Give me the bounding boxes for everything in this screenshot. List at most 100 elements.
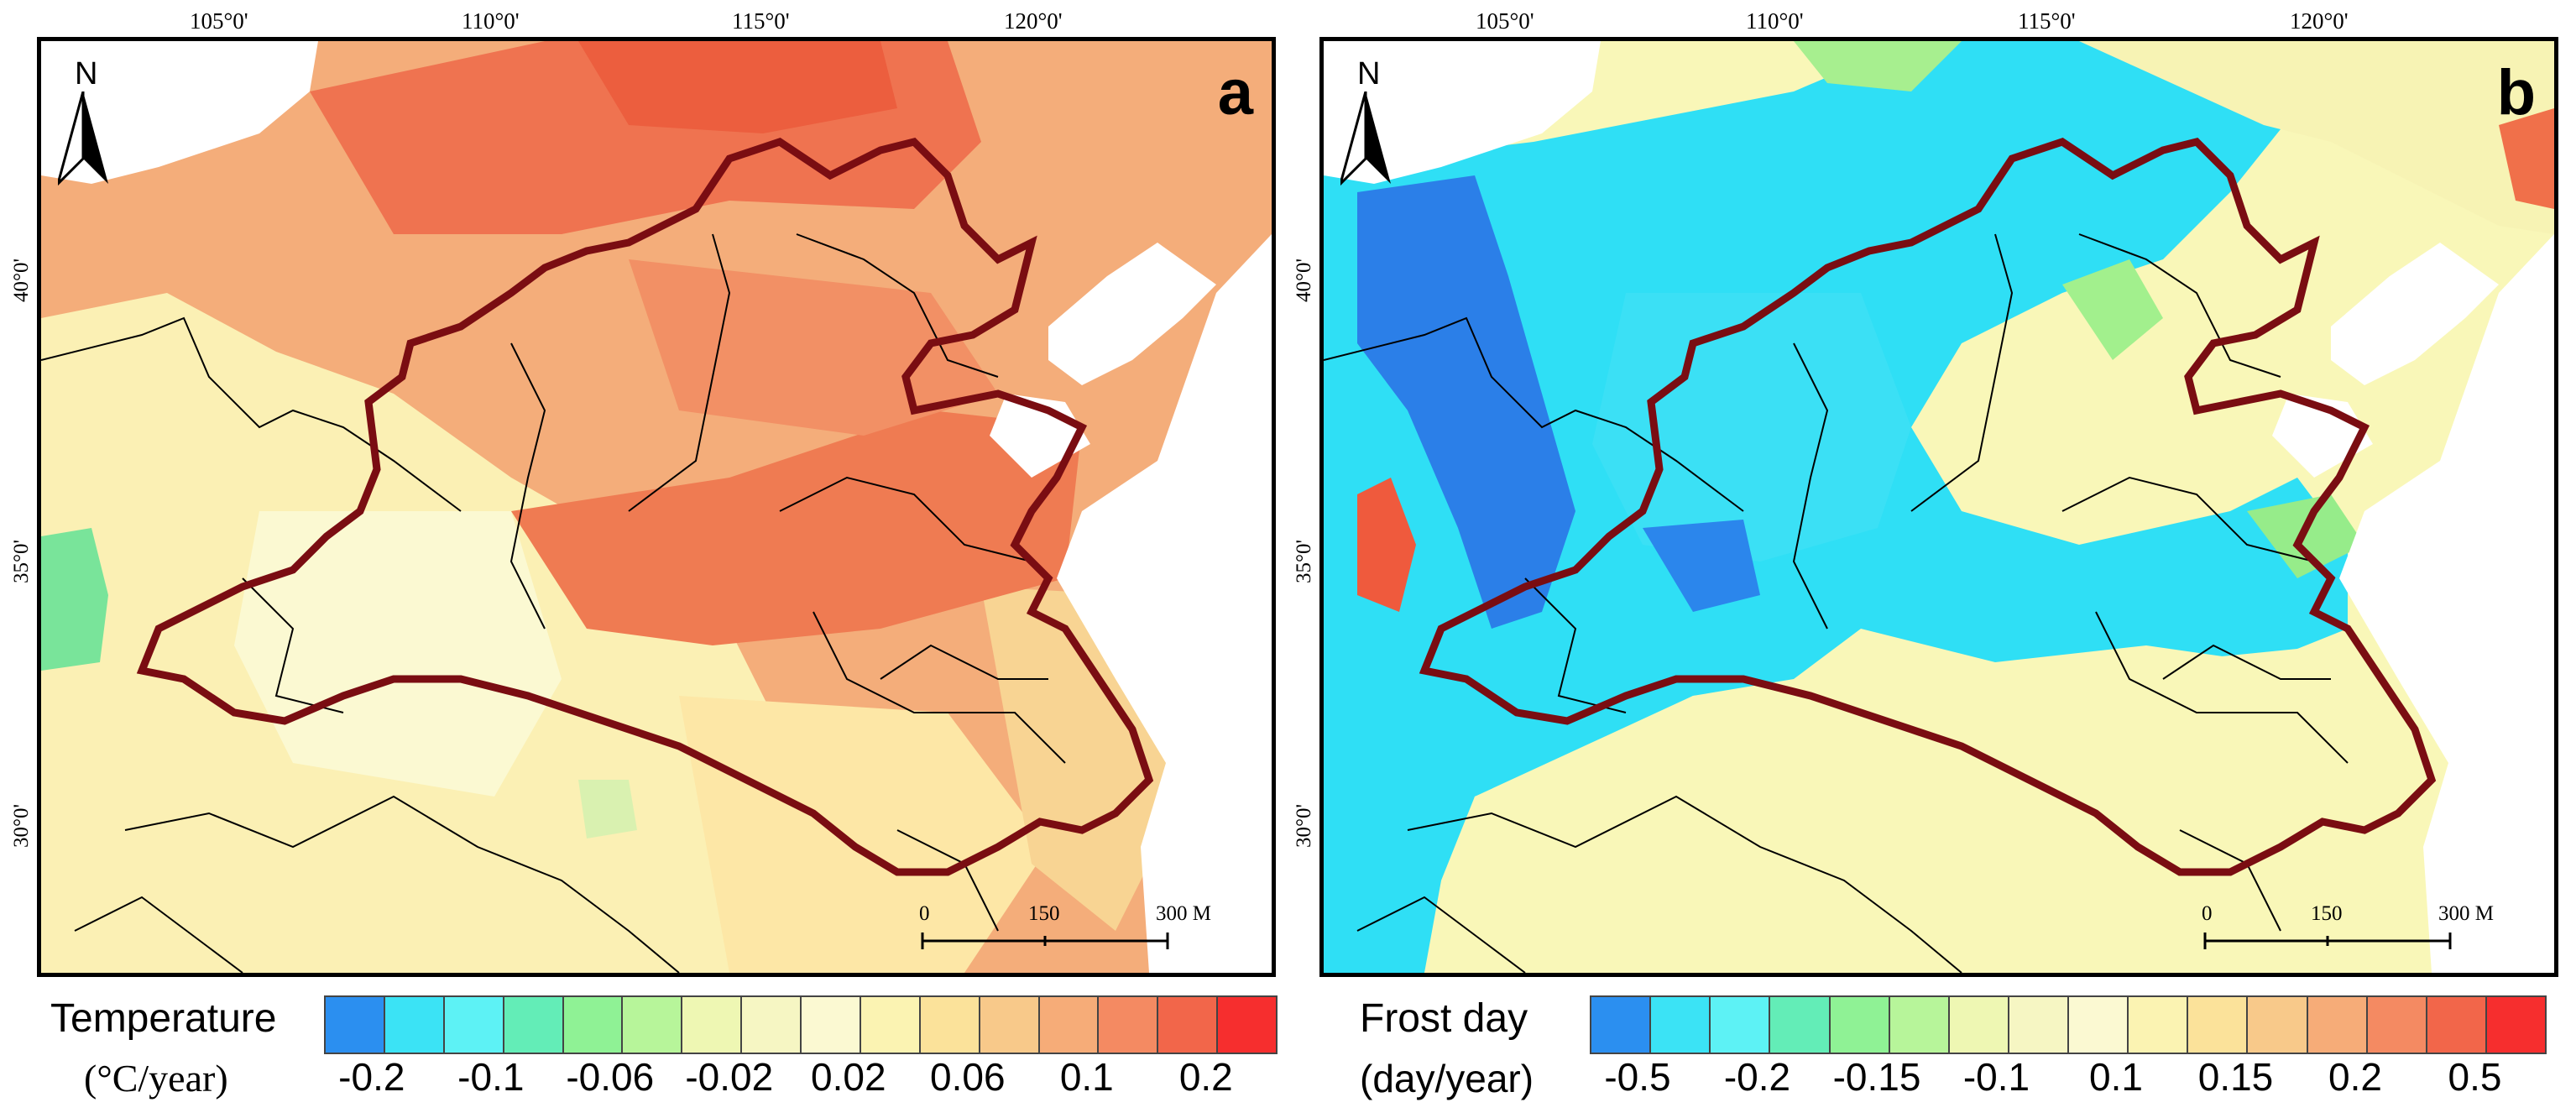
lat-label: 30°0' — [10, 803, 33, 848]
scale-bar: 0 150 300 M — [2202, 902, 2521, 961]
zone-hottest — [578, 41, 897, 133]
legend-swatch — [326, 997, 385, 1053]
lon-label: 115°0' — [2018, 8, 2076, 34]
legend-swatch — [1099, 997, 1159, 1053]
zone-green-north — [1794, 41, 1962, 91]
legend-color-bar — [324, 995, 1278, 1054]
legend-swatch — [2427, 997, 2487, 1053]
legend-swatch — [802, 997, 861, 1053]
legend-swatch — [2248, 997, 2308, 1053]
legend-swatch — [1889, 997, 1950, 1053]
legend-swatch — [1218, 997, 1276, 1053]
map-canvas-a — [41, 41, 1272, 973]
legend-tick-label: -0.5 — [1604, 1055, 1671, 1099]
panel-letter: a — [1217, 57, 1253, 128]
zone-neutral-south — [1424, 645, 2448, 973]
map-panel-temperature[interactable]: N a 0 150 300 M — [37, 37, 1276, 977]
zone-increase-west — [1357, 478, 1416, 612]
zone-strong-decrease — [1357, 175, 1575, 629]
legend-swatch — [1949, 997, 2009, 1053]
study-area-outline — [1419, 138, 2437, 876]
lon-label: 105°0' — [1476, 8, 1534, 34]
legend-tick-label: -0.02 — [685, 1055, 774, 1099]
lon-label: 120°0' — [2290, 8, 2349, 34]
zone-hot-central — [511, 410, 1082, 645]
legend-tick-label: 0.06 — [930, 1055, 1006, 1099]
lat-label: 40°0' — [1293, 258, 1315, 302]
north-arrow-icon — [1340, 91, 1391, 186]
province-boundaries — [1324, 233, 2349, 973]
legend-swatch — [682, 997, 743, 1053]
lat-label: 35°0' — [10, 539, 33, 583]
legend-title: Temperature — [50, 996, 277, 1041]
legend-swatch — [742, 997, 802, 1053]
scale-mid: 150 — [2311, 902, 2343, 925]
zone-light — [679, 696, 1048, 973]
legend-swatch — [1591, 997, 1652, 1053]
lat-label: 40°0' — [10, 258, 33, 302]
scale-end: 300 M — [2438, 902, 2494, 925]
legend-tick-label: 0.02 — [811, 1055, 886, 1099]
zone-increase-northeast — [2499, 108, 2554, 209]
bohai-sea — [1048, 243, 1216, 385]
legend-tick-label: -0.06 — [566, 1055, 655, 1099]
legend-swatch — [2069, 997, 2129, 1053]
north-label: N — [1357, 56, 1381, 91]
zone-green-patch — [2062, 259, 2163, 360]
legend-title: Frost day — [1360, 996, 1528, 1041]
legend-swatch — [504, 997, 564, 1053]
zone-cooling — [41, 528, 108, 671]
scale-zero: 0 — [2202, 902, 2213, 925]
zone-neutral-northeast — [2079, 41, 2554, 234]
north-arrow-icon — [58, 91, 108, 186]
ocean — [1057, 234, 1272, 973]
legend-swatch — [2307, 997, 2368, 1053]
lat-label: 30°0' — [1293, 803, 1315, 848]
legend-swatch — [563, 997, 624, 1053]
study-area-outline — [136, 138, 1154, 876]
legend-tick-label: 0.1 — [2089, 1055, 2143, 1099]
legend-swatch — [2188, 997, 2249, 1053]
bohai-sea — [2331, 243, 2499, 385]
legend-tick-label: 0.5 — [2448, 1055, 2502, 1099]
map-panel-frost-day[interactable]: N b 0 150 300 M — [1319, 37, 2558, 977]
legend-swatch — [860, 997, 921, 1053]
legend-swatch — [444, 997, 504, 1053]
map-canvas-b — [1324, 41, 2554, 973]
legend-unit: (°C/year) — [84, 1057, 228, 1100]
province-boundaries — [41, 233, 1066, 973]
legend-swatch — [1158, 997, 1219, 1053]
zone-blue-patch — [1643, 520, 1760, 612]
legend-swatch — [2367, 997, 2427, 1053]
legend-swatch — [2009, 997, 2069, 1053]
scale-bar: 0 150 300 M — [919, 902, 1238, 961]
lon-label: 105°0' — [190, 8, 248, 34]
legend-swatch — [1651, 997, 1711, 1053]
lon-label: 115°0' — [732, 8, 790, 34]
scale-mid: 150 — [1028, 902, 1060, 925]
legend-tick-label: 0.2 — [2328, 1055, 2382, 1099]
legend-swatch — [920, 997, 980, 1053]
north-label: N — [75, 56, 98, 91]
lon-label: 120°0' — [1004, 8, 1063, 34]
scale-end: 300 M — [1156, 902, 1211, 925]
legend-tick-label: -0.2 — [338, 1055, 405, 1099]
lon-label: 110°0' — [1746, 8, 1804, 34]
scale-line — [921, 933, 1169, 949]
legend-tick-label: -0.1 — [1962, 1055, 2030, 1099]
north-arrow: N — [1340, 58, 1416, 201]
legend-tick-label: 0.2 — [1178, 1055, 1233, 1099]
legend-swatch — [384, 997, 445, 1053]
legend-swatch — [1830, 997, 1890, 1053]
legend-swatch — [1770, 997, 1831, 1053]
no-data-north — [1324, 41, 1601, 184]
legend-tick-label: -0.1 — [457, 1055, 525, 1099]
legend-tick-label: 0.15 — [2197, 1055, 2274, 1099]
zone-slight-cooling — [578, 780, 637, 838]
legend-tick-label: -0.2 — [1723, 1055, 1791, 1099]
north-arrow: N — [58, 58, 133, 201]
lat-label: 35°0' — [1293, 539, 1315, 583]
no-data-north — [41, 41, 318, 184]
panel-letter: b — [2496, 57, 2536, 128]
legend-tick-label: 0.1 — [1059, 1055, 1114, 1099]
